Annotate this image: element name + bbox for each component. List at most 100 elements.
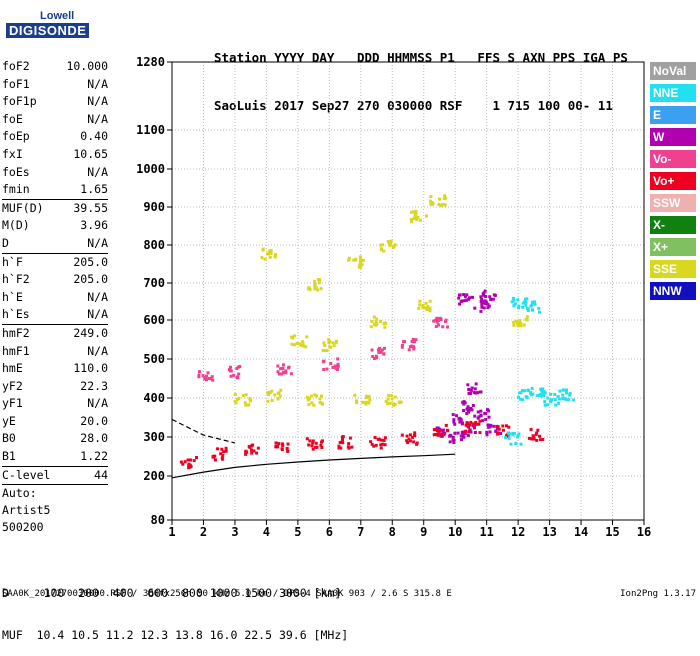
echo-point: [250, 451, 254, 455]
echo-point: [512, 304, 516, 308]
echo-point: [370, 348, 374, 352]
echo-point: [338, 440, 342, 444]
echo-point: [415, 441, 419, 445]
param-row: B0 28.0: [2, 430, 108, 448]
echo-point: [374, 443, 378, 447]
echo-point: [244, 449, 248, 453]
echo-point: [465, 298, 469, 302]
legend-item-x: X+: [650, 238, 696, 256]
echo-point: [464, 429, 468, 433]
echo-point: [332, 344, 336, 348]
x-tick-label: 12: [511, 525, 525, 539]
echo-point: [353, 393, 357, 397]
echo-point: [405, 439, 409, 443]
echo-point: [549, 400, 553, 404]
echo-point: [520, 389, 524, 393]
echo-point: [561, 393, 565, 397]
echo-point: [454, 414, 458, 418]
echo-point: [341, 441, 345, 445]
echo-point: [267, 393, 271, 397]
echo-point: [448, 440, 452, 444]
echo-point: [360, 400, 364, 404]
station-header: Station YYYY DAY DDD HHMMSS P1 FFS S AXN…: [214, 18, 628, 130]
echo-point: [369, 325, 373, 329]
echo-point: [414, 338, 418, 342]
echo-point: [284, 371, 288, 375]
echo-point: [522, 323, 526, 327]
echo-point: [266, 252, 270, 256]
echo-point: [473, 431, 477, 435]
echo-point: [339, 446, 343, 450]
param-value: 110.0: [73, 361, 108, 376]
echo-point: [516, 435, 520, 439]
echo-point: [516, 322, 520, 326]
echo-point: [459, 299, 463, 303]
echo-point: [557, 401, 561, 405]
echo-point: [315, 445, 319, 449]
param-value: N/A: [87, 289, 108, 304]
echo-point: [442, 197, 446, 201]
echo-point: [549, 392, 553, 396]
echo-point: [515, 321, 519, 325]
echo-point: [358, 261, 362, 265]
echo-point: [521, 398, 525, 402]
echo-point: [408, 439, 412, 443]
echo-point: [301, 341, 305, 345]
y-tick-label: 200: [143, 469, 165, 483]
echo-point: [189, 465, 193, 469]
echo-point: [525, 315, 529, 319]
echo-point: [352, 258, 356, 262]
param-row: fxI 10.65: [2, 146, 108, 164]
echo-point: [250, 444, 254, 448]
echo-point: [281, 370, 285, 374]
echo-point: [400, 433, 404, 437]
echo-point: [313, 445, 317, 449]
echo-point: [507, 432, 511, 436]
param-label: foF2: [2, 59, 30, 73]
y-tick-label: 1000: [136, 162, 165, 176]
param-label: foEs: [2, 164, 30, 179]
echo-point: [452, 440, 456, 444]
echo-point: [372, 357, 376, 361]
echo-point: [561, 388, 565, 392]
param-value: 10.65: [73, 146, 108, 161]
echo-point: [316, 278, 320, 282]
echo-point: [347, 256, 351, 260]
echo-point: [536, 394, 540, 398]
param-row: yF2 22.3: [2, 378, 108, 396]
echo-point: [333, 364, 337, 368]
echo-point: [462, 409, 466, 413]
echo-point: [197, 370, 201, 374]
echo-point: [372, 444, 376, 448]
param-label: yE: [2, 413, 16, 428]
echo-point: [468, 296, 472, 300]
echo-point: [350, 445, 354, 449]
legend-item-noval: NoVal: [650, 62, 696, 80]
param-label: h`F: [2, 254, 23, 269]
legend-item-sse: SSE: [650, 260, 696, 278]
ionogram-chart: 1 2 3 4 5 6 7 8 9 10 11 12 13 14 15 16 80 200 300 400 500 600…: [136, 55, 651, 539]
echo-point: [425, 308, 429, 312]
echo-point: [532, 300, 536, 304]
profile-curve-dashed: [171, 418, 236, 444]
echo-point: [313, 282, 317, 286]
echo-point: [443, 203, 447, 207]
echo-point: [382, 346, 386, 350]
echo-point: [224, 446, 228, 450]
echo-point: [482, 306, 486, 310]
echo-point: [413, 434, 417, 438]
echo-point: [467, 408, 471, 412]
echo-point: [336, 357, 340, 361]
echo-point: [488, 430, 492, 434]
echo-point: [260, 256, 264, 260]
echo-point: [543, 403, 547, 407]
echo-point: [203, 377, 207, 381]
echo-point: [564, 397, 568, 401]
x-tick-label: 3: [231, 525, 238, 539]
echo-point: [564, 388, 568, 392]
echo-point: [281, 366, 285, 370]
echo-point: [308, 439, 312, 443]
echo-point: [512, 320, 516, 324]
echo-point: [535, 438, 539, 442]
echo-point: [289, 372, 293, 376]
